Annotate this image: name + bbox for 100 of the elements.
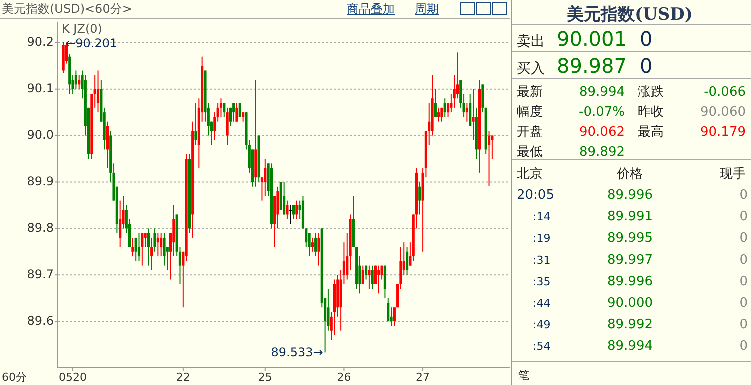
text: 0: [740, 231, 748, 246]
candlestick: [242, 112, 245, 122]
candlestick: [438, 107, 440, 122]
candlestick: [96, 70, 100, 114]
text: 昨收: [638, 105, 664, 120]
text: :44: [533, 297, 551, 310]
text: 0: [740, 252, 748, 268]
text: 现手: [720, 167, 746, 182]
candlestick: [172, 204, 176, 258]
candlestick: [406, 246, 409, 276]
text: 89.994: [580, 85, 625, 100]
candlestick: [387, 298, 390, 322]
candlestick: [154, 228, 156, 252]
candlestick: [289, 204, 292, 225]
text: 89.992: [608, 318, 653, 333]
x-tick-label: 27: [416, 371, 430, 384]
x-tick-label: 22: [176, 371, 190, 384]
y-tick-label: 89.9: [27, 174, 54, 189]
candlestick: [491, 135, 494, 160]
x-tick-label: 0520: [59, 371, 88, 384]
candlestick: [220, 98, 223, 118]
x-tick-label: 26: [337, 371, 352, 384]
candlestick: [78, 74, 81, 90]
candlestick: [147, 228, 150, 266]
candlestick: [286, 200, 289, 220]
text: :31: [533, 254, 551, 267]
text: 0: [640, 54, 653, 78]
candlestick: [236, 102, 238, 122]
x-tick-label: 25: [258, 371, 272, 384]
candlestick: [106, 121, 110, 169]
text: 幅度: [517, 104, 543, 120]
text: 0: [640, 27, 653, 51]
text: 89.892: [580, 145, 625, 160]
text: 89.987: [557, 54, 627, 78]
text: 89.996: [608, 188, 653, 203]
annotation: K JZ(0): [62, 22, 102, 36]
text: 0: [740, 210, 748, 225]
candlestick: [371, 265, 374, 290]
candlestick: [488, 130, 491, 186]
text: 周期: [415, 2, 439, 16]
text: 美元指数(USD): [566, 5, 693, 25]
candlestick: [393, 307, 396, 327]
annotation: ←90.201: [66, 36, 118, 50]
chart-title: 美元指数(USD)<60分>: [2, 2, 132, 16]
candlestick: [156, 232, 160, 258]
candlestick: [163, 232, 166, 266]
candlestick: [232, 102, 236, 122]
text: :54: [533, 340, 551, 354]
text: 商品叠加: [347, 2, 395, 16]
candlestick: [466, 102, 468, 122]
candlestick: [229, 107, 232, 127]
candlestick: [160, 232, 163, 258]
candlestick: [264, 158, 267, 197]
text: 90.062: [580, 125, 625, 140]
candlestick: [150, 237, 154, 271]
candlestick: [362, 265, 364, 285]
text: 最新: [517, 85, 543, 100]
text: 开盘: [517, 125, 543, 140]
candlestick: [144, 232, 147, 248]
candlestick: [138, 232, 141, 262]
annotation: 89.533→: [271, 346, 324, 360]
text: :19: [533, 232, 551, 246]
candlestick: [308, 232, 311, 258]
text: 价格: [616, 167, 643, 182]
text: 90.000: [608, 296, 653, 311]
text: 卖出: [517, 34, 545, 50]
text: 买入: [517, 61, 545, 77]
text: 89.997: [608, 252, 653, 268]
candlestick: [74, 70, 78, 90]
text: 笔: [518, 369, 530, 382]
candlestick: [311, 237, 314, 252]
text: 0: [740, 274, 748, 290]
candlestick: [283, 182, 286, 216]
text: :35: [533, 275, 551, 288]
candlestick: [223, 102, 226, 118]
text: -0.07%: [579, 105, 625, 120]
text: 0: [740, 318, 748, 333]
candlestick: [384, 265, 387, 299]
y-tick-label: 90.0: [27, 128, 54, 142]
x-axis-title: 60分: [2, 371, 27, 384]
candlestick: [472, 88, 475, 141]
text: 89.996: [608, 274, 653, 290]
candlestick: [318, 232, 320, 266]
text: :49: [533, 318, 551, 332]
candlestick: [364, 265, 368, 280]
y-tick-label: 90.1: [27, 82, 54, 96]
text: 北京: [517, 167, 543, 182]
candlestick: [296, 200, 298, 220]
candlestick: [276, 186, 280, 230]
text: 最低: [517, 145, 543, 160]
candlestick: [141, 232, 144, 266]
y-tick-label: 90.2: [27, 35, 54, 50]
candlestick: [390, 307, 393, 327]
candlestick: [418, 182, 422, 216]
text: 90.060: [700, 105, 746, 120]
text: 90.179: [700, 125, 746, 140]
candlestick: [314, 232, 318, 258]
candlestick: [444, 98, 446, 118]
candlestick: [378, 265, 380, 294]
text: 0: [740, 339, 748, 354]
